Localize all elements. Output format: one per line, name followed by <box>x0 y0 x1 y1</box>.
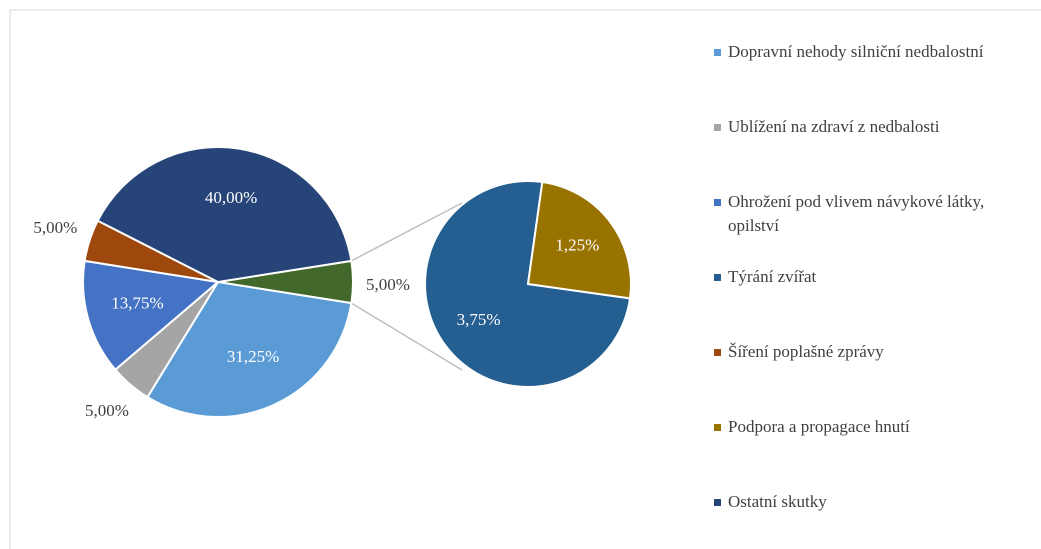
legend-label: Ohrožení pod vlivem návykové látky, opil… <box>728 192 985 235</box>
pie-slice <box>526 180 632 300</box>
data-label: 31,25% <box>227 347 279 366</box>
data-label: 3,75% <box>457 310 501 329</box>
legend-marker <box>714 349 721 356</box>
legend-marker <box>714 499 721 506</box>
data-label: 13,75% <box>111 294 163 313</box>
legend-item: Ublížení na zdraví z nedbalosti <box>712 115 1024 139</box>
legend-marker <box>714 49 721 56</box>
legend-marker <box>714 199 721 206</box>
connector-line <box>350 202 463 262</box>
legend-marker <box>714 274 721 281</box>
legend-item: Týrání zvířat <box>712 265 1024 289</box>
data-label: 5,00% <box>85 401 129 420</box>
legend-label: Šíření poplašné zprávy <box>728 342 884 361</box>
legend-marker <box>714 124 721 131</box>
legend-label: Ublížení na zdraví z nedbalosti <box>728 117 940 136</box>
data-label: 40,00% <box>205 188 257 207</box>
legend-label: Ostatní skutky <box>728 492 827 511</box>
data-label: 5,00% <box>33 218 77 237</box>
pie-slice <box>82 259 221 372</box>
data-label: 1,25% <box>555 236 599 255</box>
pie-slice <box>96 146 353 284</box>
legend-label: Týrání zvířat <box>728 267 817 286</box>
data-label: 5,00% <box>366 275 410 294</box>
legend-label: Podpora a propagace hnutí <box>728 417 910 436</box>
chart-frame <box>9 9 1041 549</box>
connector-line <box>350 302 463 371</box>
legend-item: Šíření poplašné zprávy <box>712 340 1024 364</box>
legend-item: Ohrožení pod vlivem návykové látky, opil… <box>712 190 1024 238</box>
legend-label: Dopravní nehody silniční nedbalostní <box>728 42 984 61</box>
legend-item: Podpora a propagace hnutí <box>712 415 1024 439</box>
legend-item: Ostatní skutky <box>712 490 1024 514</box>
legend-item: Dopravní nehody silniční nedbalostní <box>712 40 1024 64</box>
legend-marker <box>714 424 721 431</box>
